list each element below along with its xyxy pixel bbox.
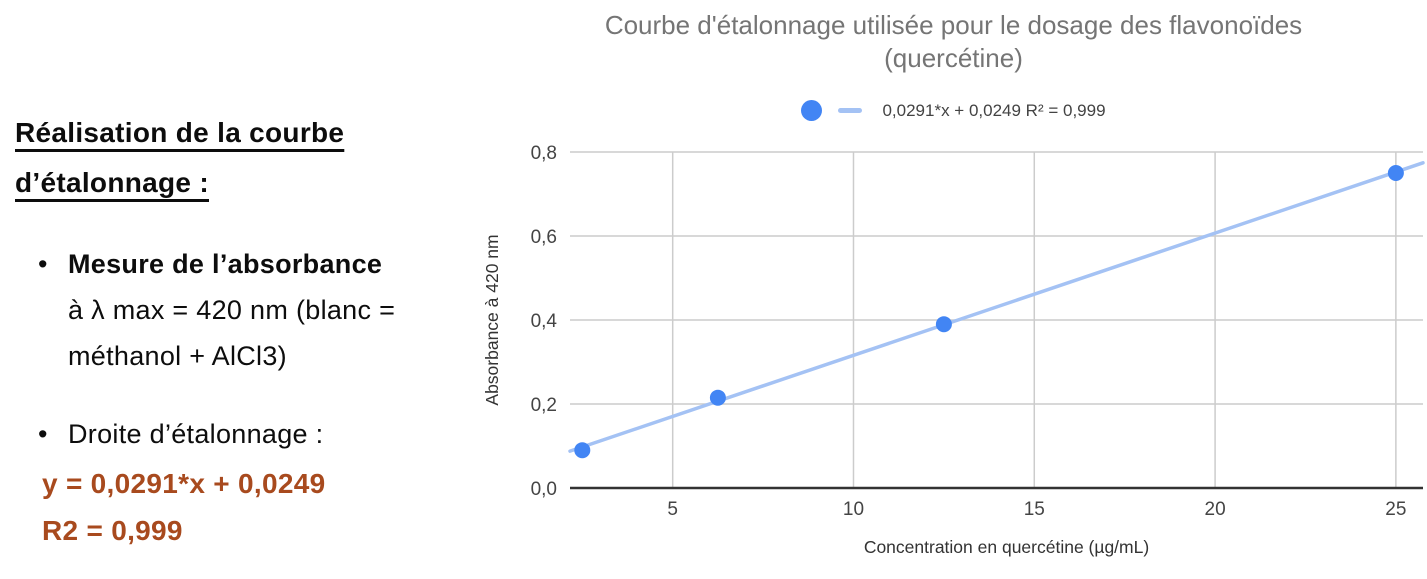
x-tick-label: 25 (1385, 499, 1406, 520)
plot-area: 0,0 0,2 0,4 0,6 0,8 5 10 15 20 25 Concentration en… (482, 143, 1425, 557)
chart-title-line-2: (quercétine) (884, 43, 1023, 73)
bullet2-text: Droite d’étalonnage : (68, 419, 324, 449)
chart-title: Courbe d'étalonnage utilisée pour le dos… (480, 9, 1427, 75)
bullet-item-absorbance: • Mesure de l’absorbance à λ max = 420 n… (38, 241, 395, 379)
x-tick-label: 5 (667, 499, 678, 520)
heading-line-1: Réalisation de la courbe (15, 117, 345, 148)
y-tick-label: 0,6 (531, 227, 557, 248)
legend-trendline-icon (838, 108, 863, 113)
x-tick-label: 20 (1205, 499, 1226, 520)
left-text-panel: Réalisation de la courbe d’étalonnage : … (15, 108, 485, 546)
data-point (935, 316, 952, 333)
legend-label: 0,0291*x + 0,0249 R² = 0,999 (882, 100, 1106, 120)
bullet-text: Droite d’étalonnage : (68, 411, 323, 457)
legend-point-icon (801, 100, 823, 121)
chart-title-line-1: Courbe d'étalonnage utilisée pour le dos… (604, 10, 1303, 40)
chart-legend: 0,0291*x + 0,0249 R² = 0,999 (480, 100, 1427, 121)
bullet-text: Mesure de l’absorbance à λ max = 420 nm … (68, 241, 395, 379)
bullet1-title: Mesure de l’absorbance (68, 249, 383, 279)
y-tick-label: 0,2 (531, 395, 557, 416)
bullet1-line2: à λ max = 420 nm (blanc = (68, 295, 396, 325)
y-tick-label: 0,8 (531, 143, 557, 164)
heading-line-2: d’étalonnage : (15, 167, 209, 198)
data-point (1387, 165, 1404, 181)
x-tick-label: 10 (843, 499, 864, 520)
equation-line-1: y = 0,0291*x + 0,0249 (42, 468, 326, 499)
bullet1-line3: méthanol + AlCl3) (68, 341, 287, 371)
calibration-chart: Courbe d'étalonnage utilisée pour le dos… (480, 0, 1427, 579)
y-tick-label: 0,0 (531, 479, 557, 500)
bullet-icon: • (38, 249, 48, 279)
bullet-item-droite: • Droite d’étalonnage : (38, 411, 323, 457)
trendline (568, 161, 1425, 453)
equation-line-2: R2 = 0,999 (42, 515, 183, 546)
y-tick-label: 0,4 (531, 311, 558, 332)
x-axis-title: Concentration en quercétine (µg/mL) (864, 537, 1149, 557)
x-tick-label: 15 (1024, 499, 1045, 520)
equation-block: y = 0,0291*x + 0,0249 R2 = 0,999 (42, 460, 325, 554)
data-point (574, 442, 591, 459)
section-heading: Réalisation de la courbe d’étalonnage : (15, 108, 485, 208)
y-axis-title: Absorbance à 420 nm (482, 234, 502, 405)
data-point (709, 389, 726, 406)
bullet-icon: • (38, 419, 48, 449)
